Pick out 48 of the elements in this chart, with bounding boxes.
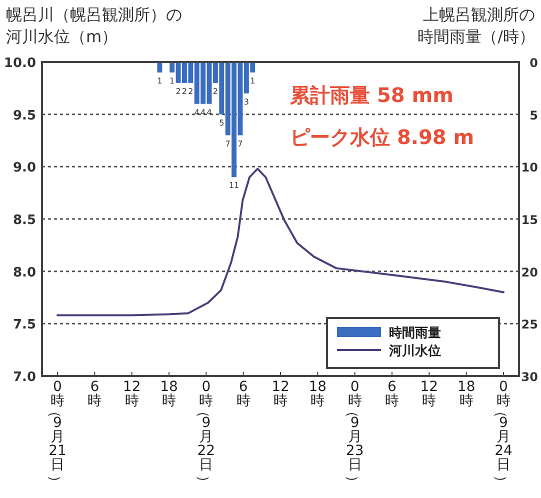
x-tick-label: 0時（9月24日） [492,379,513,489]
data-label: 2 [212,86,218,96]
y2-tick-label: 5 [530,108,538,122]
data-label: 1 [170,76,175,86]
data-label: 2 [188,86,194,96]
legend-label: 河川水位 [388,344,441,359]
y2-tick-label: 10 [521,160,538,175]
data-label: 7 [238,139,243,148]
x-tick-label: 12時 [420,379,438,409]
data-label: 4 [194,108,200,117]
annotation: ピーク水位 8.98 m [290,125,474,149]
data-label: 4 [206,108,212,117]
data-label: 1 [157,76,162,86]
y2-axis-title: 上幌呂観測所の時間雨量（/時） [418,5,535,46]
y-tick-label: 7.5 [12,318,36,333]
y2-tick-label: 30 [521,370,538,384]
data-label: 4 [200,108,206,117]
data-label: 3 [244,97,249,106]
data-label: 11 [228,181,240,190]
x-tick-label: 6時 [236,379,250,409]
legend-label: 時間雨量 [389,326,441,341]
y-tick-label: 7.0 [12,370,36,385]
x-tick-label: 6時 [88,379,102,409]
y2-tick-label: 15 [521,213,538,227]
y-tick-label: 8.0 [12,265,36,280]
y2-tick-label: 20 [521,265,538,280]
annotation: 累計雨量 58 mm [289,83,454,107]
y-tick-label: 8.5 [12,213,36,228]
data-label: 7 [225,139,230,148]
data-label: 5 [219,118,224,128]
data-label: 1 [250,76,256,86]
y2-tick-label: 25 [521,318,538,332]
y-tick-label: 9.0 [12,160,36,176]
y-tick-label: 9.5 [12,108,36,124]
y-axis-title: 幌呂川（幌呂観測所）の河川水位（m） [6,5,182,46]
x-tick-label: 0時（9月22日） [195,379,216,489]
data-label: 2 [182,86,188,96]
data-label: 2 [176,86,181,96]
x-tick-label: 18時 [308,379,327,409]
x-tick-label: 18時 [457,379,476,409]
x-tick-label: 18時 [160,379,178,409]
x-tick-label: 0時（9月23日） [344,379,364,489]
y-tick-label: 10.0 [4,56,36,71]
x-tick-label: 6時 [385,379,400,409]
x-tick-label: 12時 [272,379,290,409]
x-tick-label: 0時（9月21日） [46,379,66,489]
y2-tick-label: 0 [530,56,538,70]
x-tick-label: 12時 [122,379,141,409]
